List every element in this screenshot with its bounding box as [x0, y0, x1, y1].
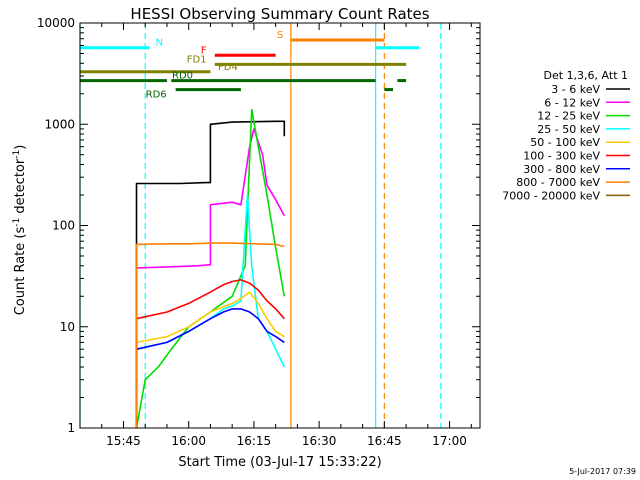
y-axis-label: Count Rate (s-1 detector-1): [12, 145, 28, 316]
series-line-2: [135, 108, 286, 429]
y-tick-label: 1: [67, 421, 75, 435]
y-axis-label-end: ): [13, 145, 28, 150]
legend-label: 3 - 6 keV: [551, 83, 600, 96]
flag-bars: N F S FD1 FD4 RD0 RD6: [80, 30, 420, 101]
x-tick-label: 17:00: [432, 434, 467, 448]
footer-timestamp: 5-Jul-2017 07:39: [569, 467, 636, 476]
series-lines: [135, 108, 286, 429]
legend-label: 50 - 100 keV: [530, 136, 600, 149]
y-axis-label-sup1: -1: [12, 218, 22, 227]
y-axis: 1 10 100 1000 10000: [37, 16, 480, 435]
flag-label-rd6: RD6: [146, 90, 167, 101]
x-tick-label: 15:45: [106, 434, 141, 448]
series-line-7: [135, 242, 285, 428]
flag-label-f: F: [201, 45, 207, 56]
x-tick-label: 16:30: [302, 434, 337, 448]
y-tick-label: 100: [52, 219, 75, 233]
flag-label-n: N: [156, 38, 163, 49]
x-tick-label: 16:45: [367, 434, 402, 448]
y-tick-label: 10000: [37, 16, 75, 30]
legend-label: 25 - 50 keV: [537, 123, 600, 136]
series-line-4: [135, 291, 285, 428]
x-tick-label: 16:00: [171, 434, 206, 448]
legend-label: 800 - 7000 keV: [516, 176, 600, 189]
x-tick-label: 16:15: [237, 434, 272, 448]
x-axis: 15:45 16:00 16:15 16:30 16:45 17:00: [101, 23, 472, 448]
flag-label-fd4: FD4: [218, 62, 238, 73]
flag-label-rd0: RD0: [172, 71, 193, 82]
y-tick-label: 1000: [44, 117, 75, 131]
series-line-5: [135, 279, 285, 428]
flag-label-s: S: [277, 30, 283, 41]
y-axis-label-main: Count Rate (s: [13, 227, 28, 316]
legend-header: Det 1,3,6, Att 1: [544, 69, 628, 82]
legend-label: 300 - 800 keV: [523, 163, 600, 176]
x-axis-label: Start Time (03-Jul-17 15:33:22): [178, 455, 381, 470]
flag-label-fd1: FD1: [187, 54, 207, 65]
y-axis-label-mid: detector: [13, 158, 28, 218]
y-tick-label: 10: [60, 320, 75, 334]
series-line-0: [135, 120, 286, 428]
legend-label: 7000 - 20000 keV: [502, 189, 600, 202]
legend-label: 12 - 25 keV: [537, 110, 600, 123]
series-line-1: [135, 128, 286, 428]
chart-title: HESSI Observing Summary Count Rates: [130, 5, 429, 23]
legend-label: 100 - 300 keV: [523, 150, 600, 163]
y-axis-label-sup2: -1: [12, 150, 22, 159]
series-line-6: [135, 308, 285, 428]
legend-label: 6 - 12 keV: [544, 96, 600, 109]
